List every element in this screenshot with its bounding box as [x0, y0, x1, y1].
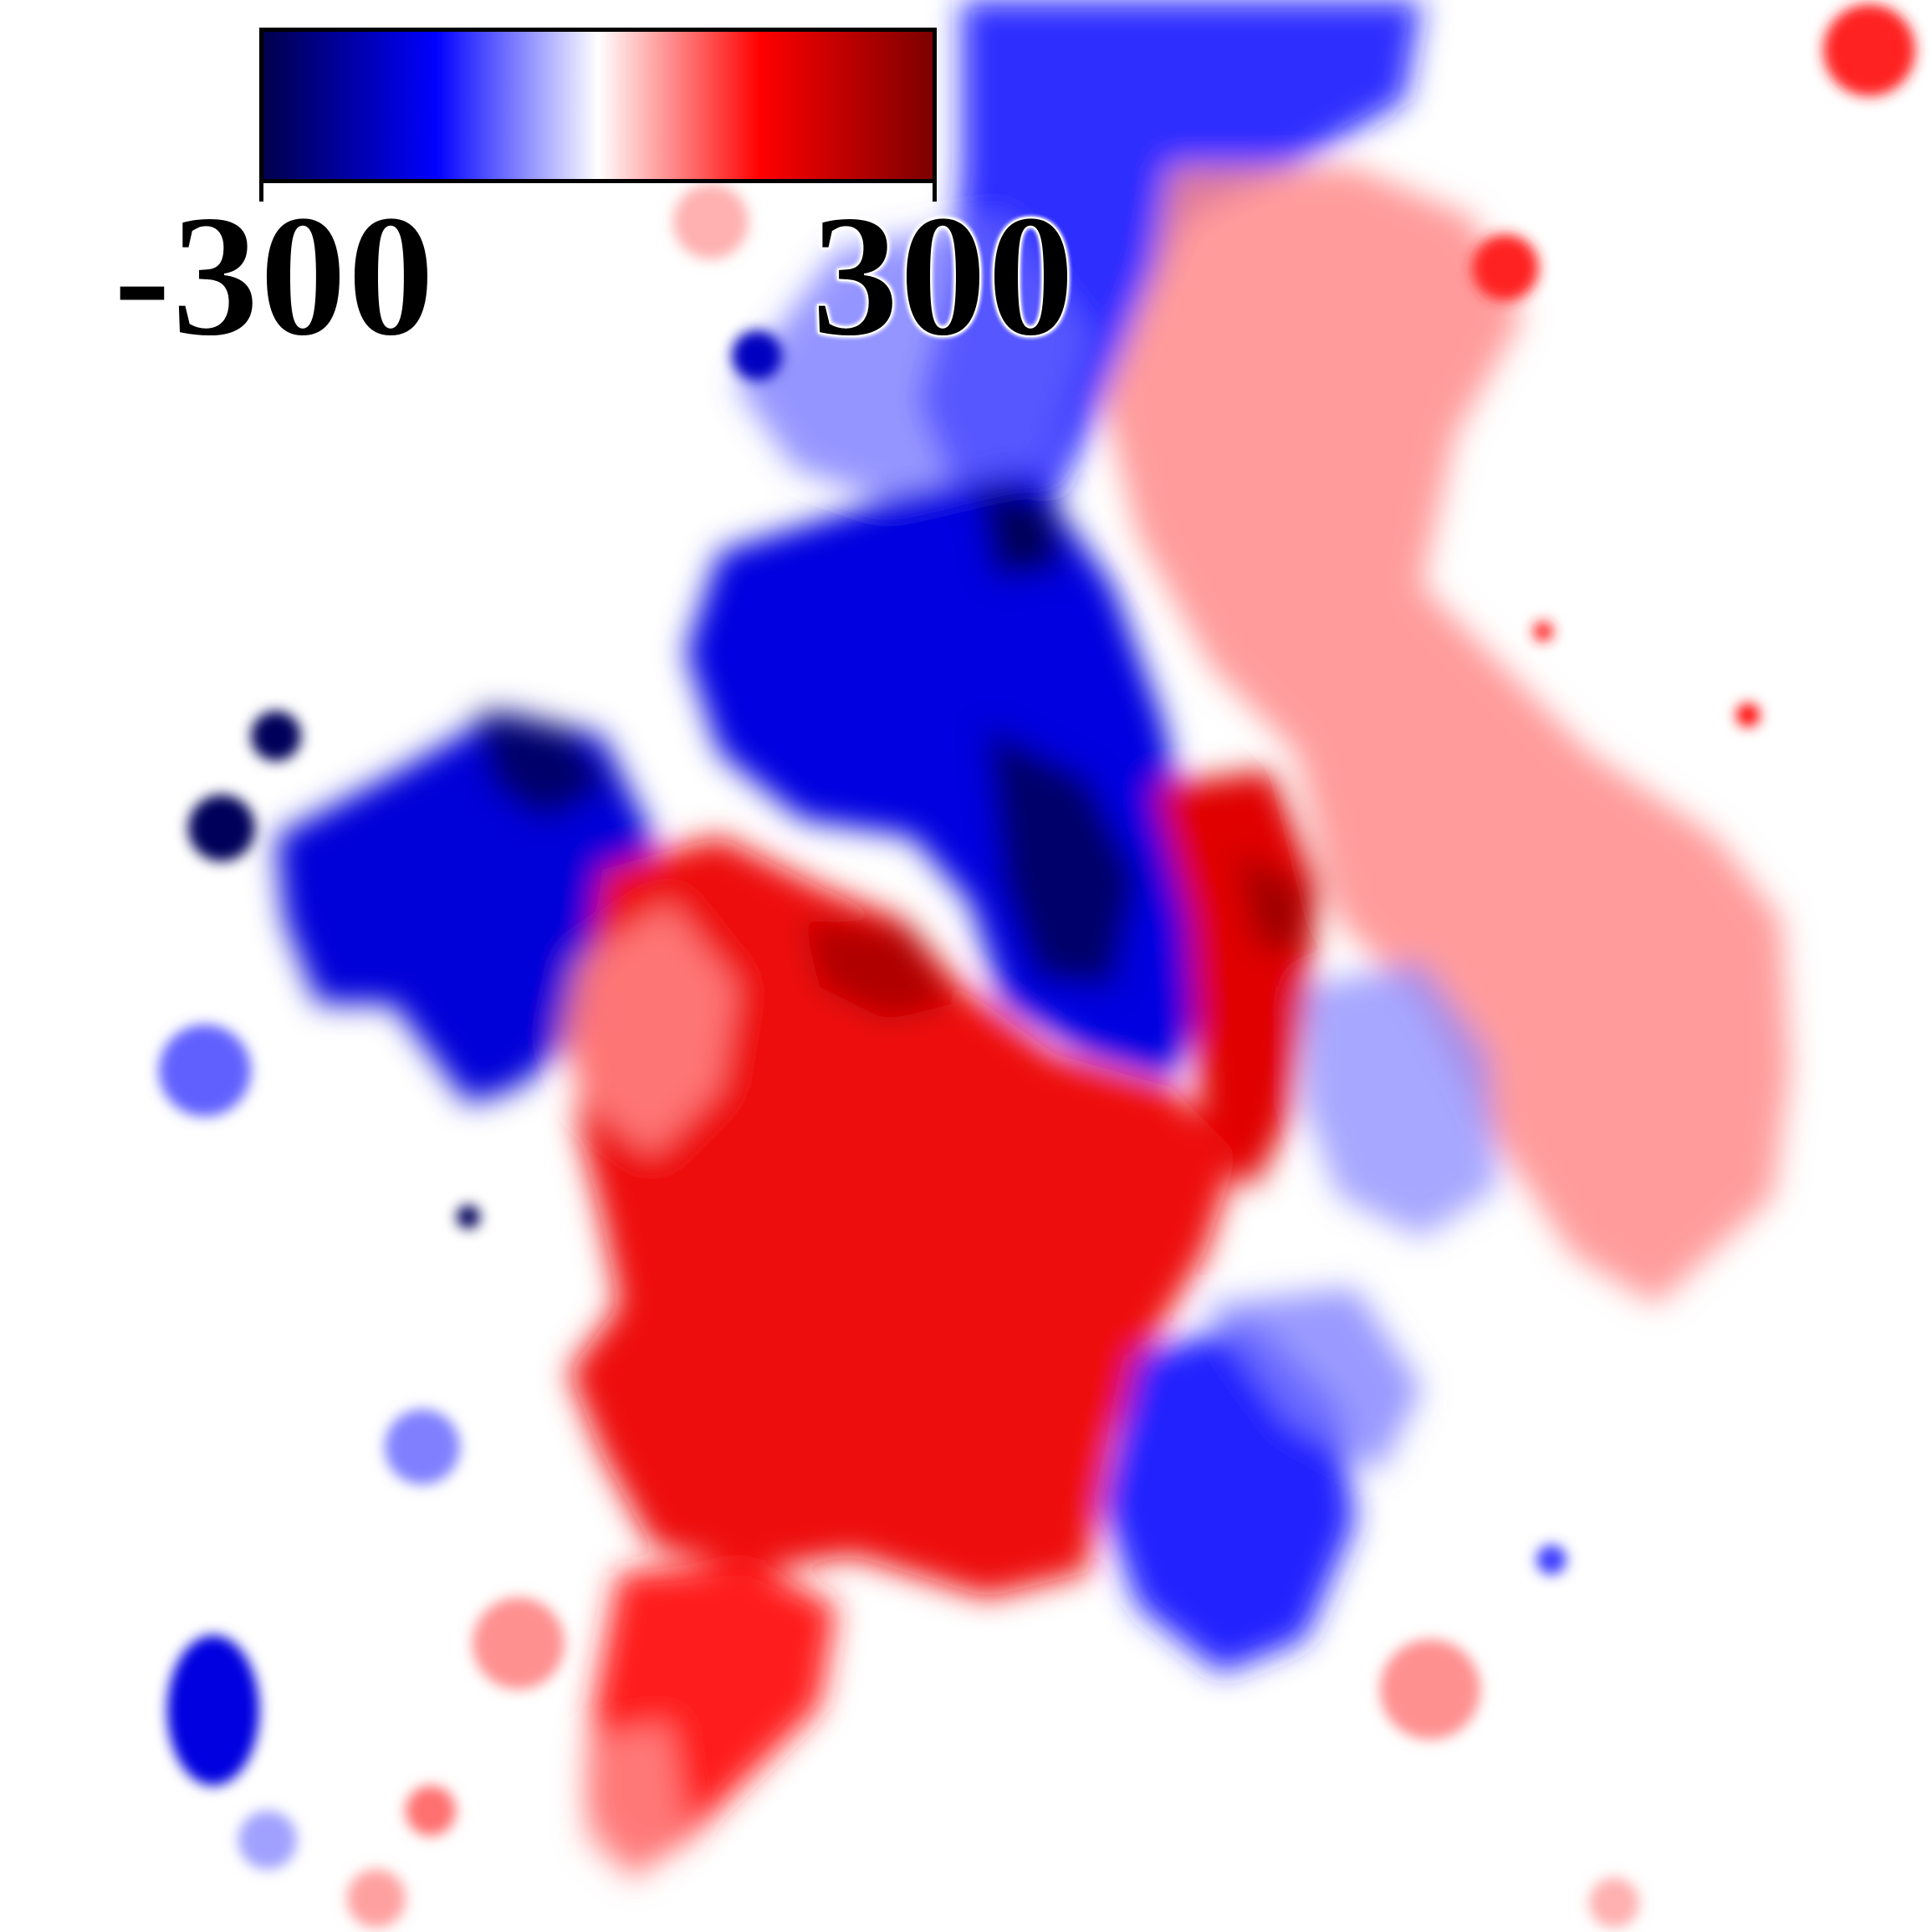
- blue-knot: [238, 1811, 297, 1869]
- red-knot: [1589, 1878, 1639, 1928]
- colorbar-max-label: 300: [810, 179, 1076, 373]
- blue-knot: [457, 1205, 480, 1229]
- red-knot: [1823, 4, 1915, 96]
- colorbar-gradient: [261, 29, 935, 181]
- red-knot: [406, 1786, 456, 1836]
- blue-knot: [385, 1409, 460, 1485]
- colorbar-tick-max: [933, 183, 937, 202]
- red-knot: [473, 1597, 565, 1689]
- blue-knot: [1536, 1545, 1567, 1575]
- colorbar-tick-min: [259, 183, 263, 202]
- colorbar-min-label: -300: [112, 179, 436, 373]
- blue-knot: [167, 1635, 259, 1786]
- blue-knot: [732, 330, 782, 381]
- red-filament-northeast: [1104, 167, 1790, 1305]
- blue-knot: [251, 711, 301, 761]
- emission-map: [276, 0, 1790, 1882]
- red-knot: [1736, 703, 1760, 727]
- red-knot: [673, 184, 749, 259]
- red-knot: [1472, 234, 1539, 301]
- red-core: [569, 836, 1238, 1597]
- red-knot: [1533, 621, 1553, 641]
- blue-knot: [159, 1025, 251, 1117]
- blue-knot: [188, 795, 255, 861]
- red-knot: [1380, 1639, 1480, 1740]
- red-knot: [347, 1869, 406, 1928]
- colorbar: [259, 28, 937, 183]
- small-knots: [159, 4, 1915, 1928]
